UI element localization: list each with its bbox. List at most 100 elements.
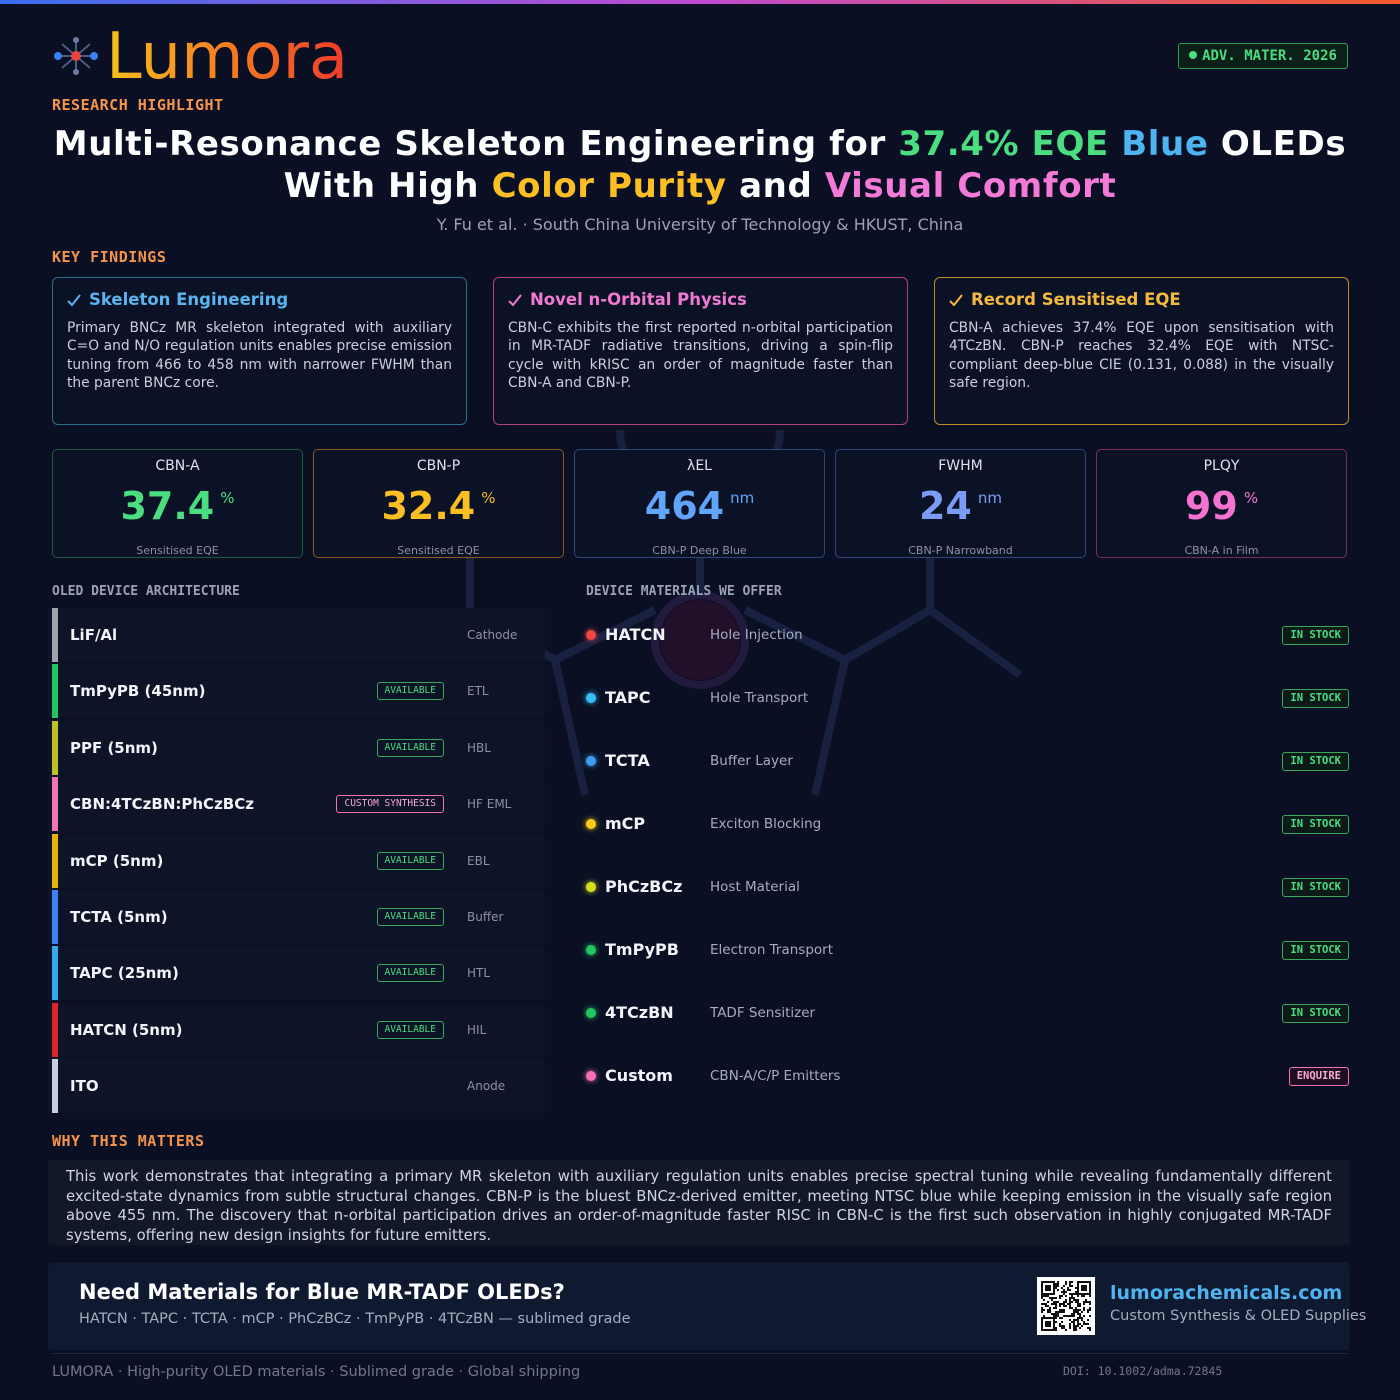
qr-module <box>1077 1291 1079 1293</box>
material-row: TmPyPB Electron Transport IN STOCK <box>586 930 1349 970</box>
cta-title: Need Materials for Blue MR-TADF OLEDs? <box>79 1280 565 1304</box>
qr-module <box>1065 1295 1067 1297</box>
material-status[interactable]: IN STOCK <box>1282 626 1349 645</box>
layer-role: HF EML <box>467 797 512 812</box>
qr-module <box>1057 1281 1059 1283</box>
cta-site[interactable]: lumorachemicals.com <box>1110 1282 1343 1304</box>
section-heading: OLED DEVICE ARCHITECTURE <box>52 584 240 599</box>
qr-module <box>1075 1291 1077 1293</box>
qr-module <box>1073 1293 1075 1295</box>
qr-module <box>1083 1301 1085 1303</box>
qr-module <box>1069 1281 1071 1283</box>
material-status[interactable]: IN STOCK <box>1282 752 1349 771</box>
qr-module <box>1089 1301 1091 1303</box>
qr-module <box>1053 1319 1055 1321</box>
material-name: 4TCzBN <box>605 1003 674 1022</box>
material-status[interactable]: IN STOCK <box>1282 941 1349 960</box>
qr-module <box>1073 1311 1075 1313</box>
material-row: Custom CBN-A/C/P Emitters ENQUIRE <box>586 1056 1349 1096</box>
finding-card: Skeleton Engineering Primary BNCz MR skel… <box>52 277 467 425</box>
qr-module <box>1053 1327 1055 1329</box>
qr-module <box>1089 1309 1091 1311</box>
qr-module <box>1065 1281 1067 1283</box>
stat-card: λEL 464 nm CBN-P Deep Blue <box>574 449 825 558</box>
qr-module <box>1049 1311 1051 1313</box>
material-status[interactable]: ENQUIRE <box>1288 1067 1349 1086</box>
qr-module <box>1071 1315 1073 1317</box>
qr-module <box>1061 1303 1063 1305</box>
qr-module <box>1053 1281 1055 1283</box>
material-dot <box>586 819 596 829</box>
qr-module <box>1041 1297 1043 1299</box>
qr-module <box>1081 1293 1083 1295</box>
stat-label: CBN-A <box>155 458 200 474</box>
qr-module <box>1051 1281 1053 1283</box>
material-status[interactable]: IN STOCK <box>1282 1004 1349 1023</box>
device-layer: ITO Anode <box>48 1059 545 1114</box>
qr-module <box>1069 1289 1071 1291</box>
qr-module <box>1083 1309 1085 1311</box>
layer-role: EBL <box>467 853 490 868</box>
qr-module <box>1057 1283 1059 1285</box>
qr-code <box>1037 1277 1095 1335</box>
qr-module <box>1049 1293 1051 1295</box>
qr-module <box>1077 1289 1079 1291</box>
qr-module <box>1069 1301 1071 1303</box>
material-status[interactable]: IN STOCK <box>1282 689 1349 708</box>
qr-module <box>1083 1285 1085 1287</box>
qr-module <box>1055 1317 1057 1319</box>
qr-module <box>1085 1293 1087 1295</box>
material-row: mCP Exciton Blocking IN STOCK <box>586 804 1349 844</box>
layer-role: HBL <box>467 740 491 755</box>
qr-module <box>1049 1323 1051 1325</box>
qr-module <box>1071 1307 1073 1309</box>
stat-value-row: 24 nm <box>836 476 1085 528</box>
qr-module <box>1045 1281 1047 1283</box>
qr-module <box>1043 1281 1045 1283</box>
card-title: Record Sensitised EQE <box>971 290 1181 309</box>
stat-value-row: 99% <box>1097 476 1346 528</box>
qr-module <box>1053 1285 1055 1287</box>
card-heading: Record Sensitised EQE <box>949 290 1334 309</box>
qr-module <box>1063 1311 1065 1313</box>
qr-module <box>1087 1327 1089 1329</box>
qr-module <box>1041 1321 1043 1323</box>
qr-module <box>1087 1311 1089 1313</box>
qr-module <box>1051 1317 1053 1319</box>
layer-role: ETL <box>467 684 489 699</box>
qr-module <box>1051 1313 1053 1315</box>
qr-module <box>1055 1307 1057 1309</box>
material-dot <box>586 693 596 703</box>
material-name: mCP <box>605 814 646 833</box>
material-status[interactable]: IN STOCK <box>1282 878 1349 897</box>
qr-module <box>1049 1285 1051 1287</box>
title-segment <box>1109 124 1121 164</box>
journal-badge: ADV. MATER. 2026 <box>1178 43 1348 69</box>
qr-module <box>1077 1305 1079 1307</box>
title-segment: and <box>726 166 825 206</box>
qr-module <box>1045 1295 1047 1297</box>
qr-module <box>1041 1319 1043 1321</box>
qr-module <box>1079 1293 1081 1295</box>
qr-module <box>1089 1307 1091 1309</box>
layer-name: TAPC (25nm) <box>70 964 179 983</box>
qr-module <box>1067 1289 1069 1291</box>
qr-module <box>1085 1323 1087 1325</box>
title-segment: Blue <box>1121 124 1209 164</box>
qr-module <box>1069 1323 1071 1325</box>
qr-module <box>1063 1301 1065 1303</box>
layer-role: HIL <box>467 1022 487 1037</box>
material-row: TCTA Buffer Layer IN STOCK <box>586 741 1349 781</box>
qr-module <box>1083 1315 1085 1317</box>
qr-module <box>1043 1315 1045 1317</box>
stat-value-row: 37.4% <box>53 476 302 528</box>
qr-module <box>1079 1327 1081 1329</box>
layer-tag: AVAILABLE <box>376 1020 444 1039</box>
material-status[interactable]: IN STOCK <box>1282 815 1349 834</box>
stat-value: 32.4 <box>381 484 476 528</box>
qr-module <box>1083 1321 1085 1323</box>
authors: Y. Fu et al. · South China University of… <box>436 215 964 234</box>
qr-module <box>1055 1283 1057 1285</box>
qr-module <box>1047 1287 1049 1289</box>
qr-module <box>1089 1281 1091 1283</box>
